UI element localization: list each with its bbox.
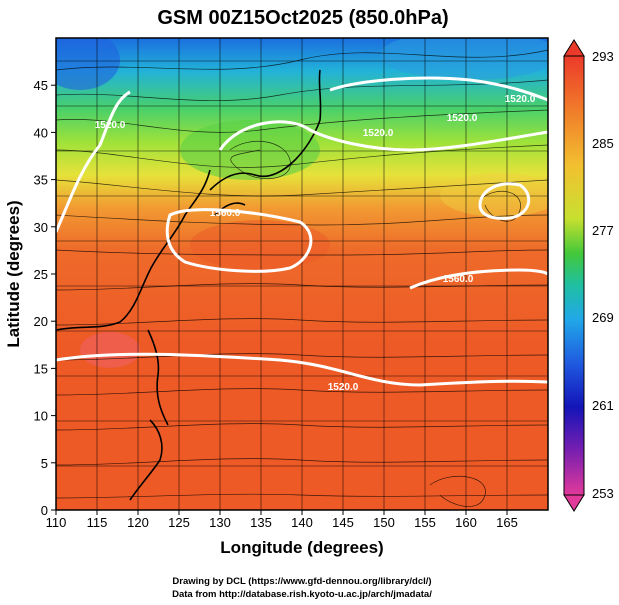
contour-label: 1520.0 bbox=[363, 128, 394, 139]
yellow-patch-east bbox=[440, 173, 548, 217]
colorbar-bottom-arrow bbox=[563, 494, 585, 512]
y-tick-label: 25 bbox=[34, 267, 48, 282]
coastlines bbox=[56, 69, 322, 501]
x-tick-label: 125 bbox=[168, 515, 190, 530]
x-tick-label: 130 bbox=[209, 515, 231, 530]
x-tick-label: 150 bbox=[373, 515, 395, 530]
x-tick-label: 155 bbox=[414, 515, 436, 530]
y-tick-label: 30 bbox=[34, 220, 48, 235]
y-tick-label: 35 bbox=[34, 173, 48, 188]
y-tick-label: 20 bbox=[34, 314, 48, 329]
contour-label: 1520.0 bbox=[505, 94, 536, 105]
y-axis-ticks: 0 5 10 15 20 25 30 35 40 45 bbox=[34, 78, 56, 518]
x-tick-label: 135 bbox=[250, 515, 272, 530]
pink-patch-southchina bbox=[80, 332, 140, 368]
x-tick-label: 160 bbox=[455, 515, 477, 530]
colorbar-label: 277 bbox=[592, 223, 614, 238]
contour-label: 1560.0 bbox=[443, 274, 474, 285]
contour-labels: 1520.0 1520.0 1520.0 1560.0 1560.0 1520.… bbox=[95, 94, 536, 393]
green-patch-japan bbox=[180, 120, 320, 180]
credit-drawing: Drawing by DCL (https://www.gfd-dennou.o… bbox=[172, 576, 431, 587]
x-tick-label: 140 bbox=[291, 515, 313, 530]
y-tick-label: 15 bbox=[34, 361, 48, 376]
x-tick-label: 120 bbox=[127, 515, 149, 530]
colorbar-label: 269 bbox=[592, 310, 614, 325]
cold-patch-northwest bbox=[56, 38, 120, 90]
colorbar-top-arrow bbox=[563, 39, 585, 57]
grid-lines bbox=[56, 38, 548, 510]
y-tick-label: 0 bbox=[41, 503, 48, 518]
cold-patch-north bbox=[380, 38, 548, 80]
credit-data: Data from http://database.rish.kyoto-u.a… bbox=[172, 589, 432, 600]
contour-label: 1520.0 bbox=[328, 382, 359, 393]
chart-title: GSM 00Z15Oct2025 (850.0hPa) bbox=[157, 7, 448, 29]
x-tick-label: 145 bbox=[332, 515, 354, 530]
colorbar-label: 261 bbox=[592, 398, 614, 413]
colorbar-label: 293 bbox=[592, 49, 614, 64]
y-tick-label: 5 bbox=[41, 456, 48, 471]
x-tick-label: 110 bbox=[46, 515, 67, 530]
contour-label: 1520.0 bbox=[95, 120, 126, 131]
colorbar-bar bbox=[563, 55, 585, 496]
x-axis-ticks: 110 115 120 125 130 135 140 145 150 155 160 165 bbox=[46, 510, 518, 530]
plot-area: 1520.0 1520.0 1520.0 1560.0 1560.0 1520.… bbox=[56, 38, 548, 510]
y-tick-label: 40 bbox=[34, 125, 48, 140]
contour-label: 1520.0 bbox=[447, 113, 478, 124]
y-tick-label: 45 bbox=[34, 78, 48, 93]
colorbar: 293 285 277 269 261 253 bbox=[563, 39, 614, 512]
y-tick-label: 10 bbox=[34, 409, 48, 424]
x-axis-label: Longitude (degrees) bbox=[220, 538, 383, 557]
y-axis-label: Latitude (degrees) bbox=[4, 200, 23, 347]
x-tick-label: 165 bbox=[496, 515, 518, 530]
contour-label: 1560.0 bbox=[210, 208, 241, 219]
colorbar-label: 285 bbox=[592, 136, 614, 151]
height-contours bbox=[56, 76, 548, 387]
x-tick-label: 115 bbox=[87, 515, 108, 530]
colorbar-label: 253 bbox=[592, 486, 614, 501]
warm-patch-eastchina bbox=[190, 220, 330, 270]
